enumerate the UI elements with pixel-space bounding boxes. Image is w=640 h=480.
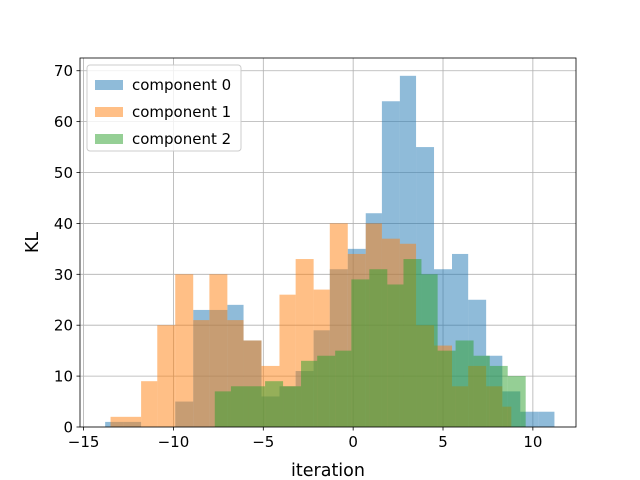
histogram-bar (283, 386, 302, 427)
y-tick-label: 60 (54, 113, 73, 131)
histogram-bar (175, 274, 194, 427)
x-tick-label: 5 (438, 433, 448, 451)
x-tick-label: 0 (348, 433, 358, 451)
x-tick-label: −5 (252, 433, 274, 451)
x-tick-label: −10 (158, 433, 190, 451)
histogram-bar (209, 274, 228, 427)
legend-swatch (95, 107, 123, 117)
y-tick-label: 50 (54, 164, 73, 182)
plot-frame (79, 57, 577, 428)
histogram-bar (421, 274, 438, 427)
histogram-bar (387, 284, 404, 427)
y-tick-label: 10 (54, 368, 73, 386)
y-axis-ticks: 0 10 20 30 40 50 60 70 (54, 62, 80, 437)
histogram-bar (193, 320, 210, 427)
legend-swatch (95, 134, 123, 144)
histogram-bar (369, 269, 388, 427)
histogram-bar (437, 350, 456, 427)
histogram-bar (157, 325, 176, 427)
histogram-bar (538, 411, 555, 427)
histogram-bar (489, 365, 508, 427)
series-2-bars (214, 259, 526, 427)
legend-label: component 2 (132, 130, 231, 148)
histogram-bar (335, 350, 352, 427)
histogram-bar (507, 376, 526, 427)
y-tick-label: 20 (54, 317, 73, 335)
y-tick-label: 40 (54, 215, 73, 233)
x-tick-label: −15 (68, 433, 100, 451)
histogram-bar (248, 386, 266, 427)
y-tick-label: 70 (54, 62, 73, 80)
legend-box (86, 64, 242, 152)
x-tick-label: 10 (523, 433, 542, 451)
y-tick-label: 0 (63, 419, 73, 437)
histogram-bar (230, 386, 249, 427)
histogram-bars (105, 75, 555, 428)
legend-label: component 0 (132, 76, 231, 94)
histogram-bar (455, 340, 474, 427)
histogram-bar (403, 259, 422, 427)
histogram-bar (110, 416, 142, 427)
y-tick-label: 30 (54, 266, 73, 284)
histogram-bar (301, 360, 318, 427)
legend: component 0 component 1 component 2 (86, 64, 242, 152)
histogram-bar (141, 381, 158, 427)
histogram-bar (351, 279, 370, 427)
y-axis-label: KL (23, 232, 43, 253)
histogram-bar (214, 391, 231, 427)
histogram-bar (473, 355, 490, 427)
histogram-bar (317, 355, 336, 427)
histogram-bar (265, 381, 284, 427)
grid-lines (80, 58, 576, 428)
x-axis-ticks: −15 −10 −5 0 5 10 (68, 427, 542, 451)
legend-label: component 1 (132, 103, 231, 121)
legend-swatch (95, 80, 123, 90)
x-axis-label: iteration (291, 461, 365, 480)
